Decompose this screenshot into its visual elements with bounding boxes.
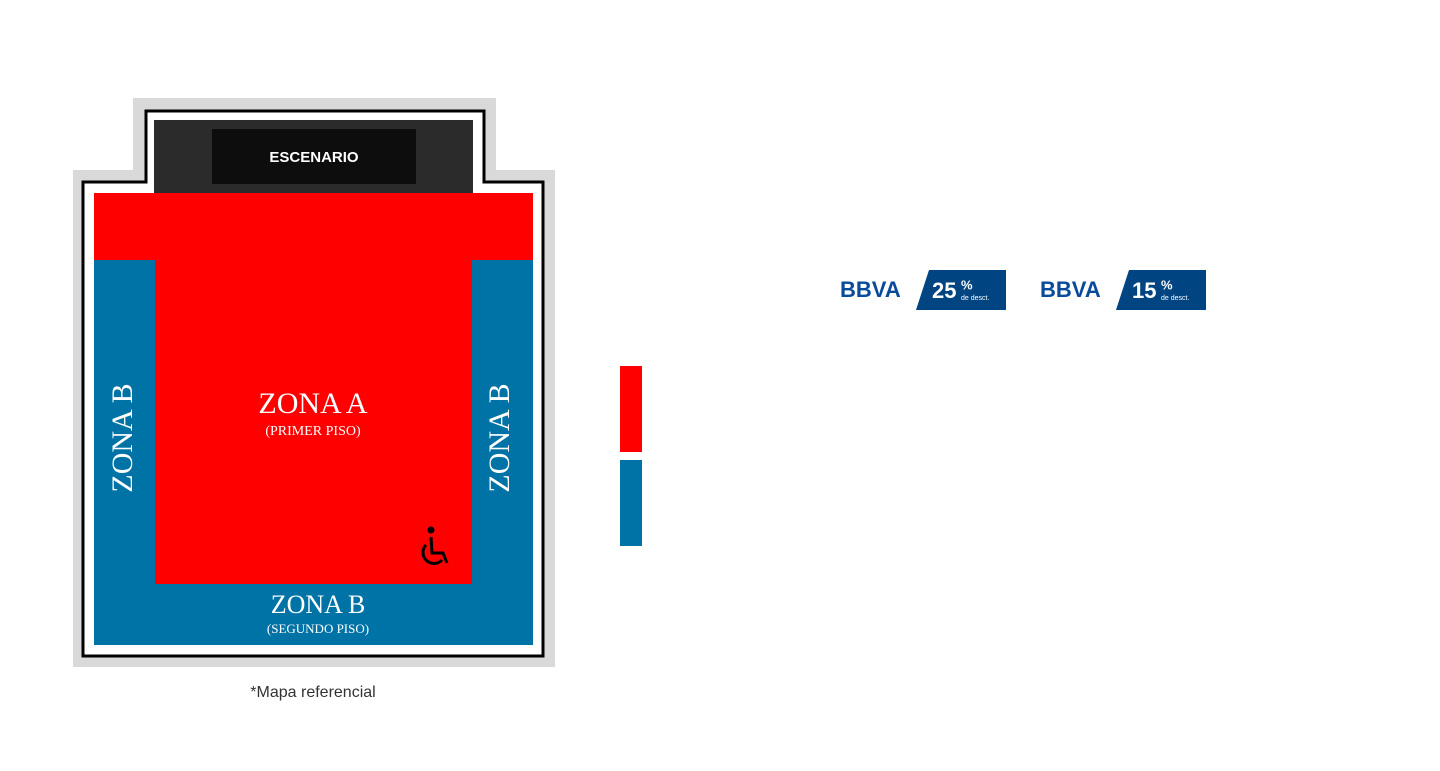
promo-discount: 15: [1132, 278, 1156, 303]
accessibility-icon: [421, 526, 449, 565]
stage-label: ESCENARIO: [269, 149, 359, 166]
zone-a-top: [94, 193, 533, 260]
zone-b-right-label: ZONA B: [483, 383, 516, 492]
zone-a-center: [155, 259, 472, 584]
promo-unit: %: [961, 277, 973, 292]
zone-b-label: ZONA B: [271, 590, 366, 619]
promo-unit: %: [1161, 277, 1173, 292]
promo-discount: 25: [932, 278, 956, 303]
legend-zone-b: [620, 460, 642, 546]
zone-b-floor: (SEGUNDO PISO): [267, 621, 369, 636]
promo-brand: BBVA: [840, 277, 901, 302]
legend-zone-a: [620, 366, 642, 452]
promo-brand: BBVA: [1040, 277, 1101, 302]
promo-badge: [1116, 270, 1206, 310]
zone-a-floor: (PRIMER PISO): [265, 424, 361, 439]
zone-a-label: ZONA A: [258, 387, 368, 420]
promo-badge: [916, 270, 1006, 310]
zone-b-left-label: ZONA B: [106, 383, 139, 492]
promo-note: de desct.: [1161, 295, 1189, 302]
footnote: *Mapa referencial: [250, 684, 375, 701]
promo-note: de desct.: [961, 295, 989, 302]
stage-box: [212, 129, 416, 184]
